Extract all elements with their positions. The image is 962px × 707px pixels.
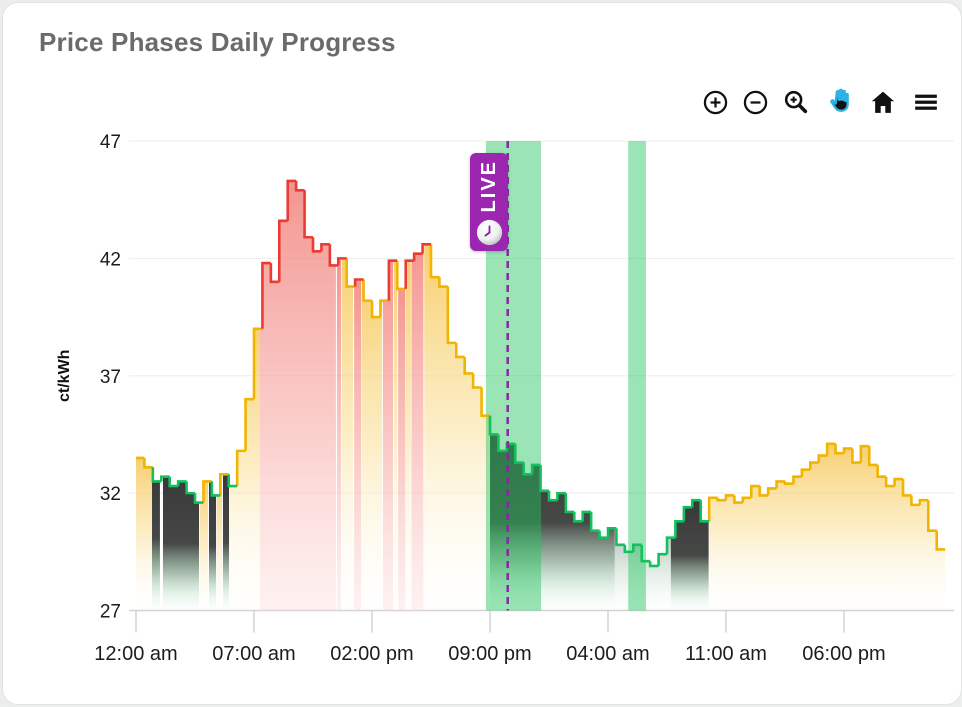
- fill-area-dark: [670, 500, 709, 611]
- fill-area-red: [382, 260, 394, 611]
- hamburger-menu-icon: [911, 94, 941, 118]
- fill-area-dark: [152, 467, 160, 611]
- page-title: Price Phases Daily Progress: [39, 27, 396, 57]
- price-line-low: [151, 415, 710, 568]
- price-line-normal: [136, 244, 946, 551]
- fill-area-yellow: [406, 260, 411, 611]
- zoom-out-circle-icon: [742, 90, 769, 119]
- y-tick-label: 27: [100, 602, 121, 623]
- y-tick-label: 42: [100, 249, 121, 270]
- y-tick-label: 37: [100, 367, 121, 388]
- x-tick-label: 12:00 am: [94, 643, 177, 665]
- fill-area-yellow: [136, 457, 153, 611]
- fill-area-yellow: [216, 474, 222, 611]
- fill-area-dark: [222, 474, 230, 611]
- home-icon: [868, 91, 898, 120]
- fill-area-yellow: [709, 443, 946, 611]
- fill-area-yellow: [361, 279, 383, 611]
- y-axis-title: ct/kWh: [56, 350, 73, 402]
- fill-area-dark: [162, 476, 200, 611]
- pan-button[interactable]: [823, 87, 855, 117]
- zoom-in-button[interactable]: [702, 89, 729, 116]
- cheap-window-band: [628, 141, 646, 611]
- chart-menu-button[interactable]: [911, 89, 941, 115]
- x-tick-label: 06:00 pm: [802, 643, 885, 665]
- fill-area-red: [336, 258, 341, 611]
- fill-area-yellow: [393, 260, 398, 611]
- live-badge-label: LIVE: [477, 160, 500, 213]
- fill-area-dark: [208, 481, 217, 611]
- clock-icon: [476, 219, 503, 246]
- x-tick-label: 11:00 am: [685, 643, 767, 665]
- live-badge: LIVE: [470, 153, 508, 251]
- fill-area-yellow: [230, 328, 260, 611]
- fill-area-yellow: [200, 481, 208, 611]
- fill-area-red: [354, 279, 362, 611]
- x-tick-label: 04:00 am: [566, 643, 649, 665]
- reset-zoom-button[interactable]: [868, 88, 898, 117]
- fill-area-red: [398, 288, 406, 611]
- pan-hand-icon: [823, 88, 855, 120]
- price-line-high: [261, 179, 431, 329]
- selection-zoom-button[interactable]: [782, 88, 810, 116]
- zoom-out-button[interactable]: [742, 89, 769, 116]
- fill-area-yellow: [424, 244, 490, 611]
- y-tick-label: 32: [100, 484, 121, 505]
- fill-area-light: [614, 528, 671, 611]
- x-tick-label: 09:00 pm: [448, 643, 531, 665]
- zoom-in-circle-icon: [702, 90, 729, 119]
- x-tick-label: 02:00 pm: [330, 643, 413, 665]
- y-tick-label: 47: [100, 132, 121, 153]
- magnifier-plus-icon: [782, 90, 810, 119]
- chart-toolbar: [702, 87, 941, 117]
- fill-area-yellow: [341, 258, 354, 611]
- x-tick-label: 07:00 am: [212, 643, 295, 665]
- fill-area-red: [411, 244, 424, 611]
- fill-area-red: [259, 180, 336, 611]
- fill-area-dark: [490, 434, 615, 611]
